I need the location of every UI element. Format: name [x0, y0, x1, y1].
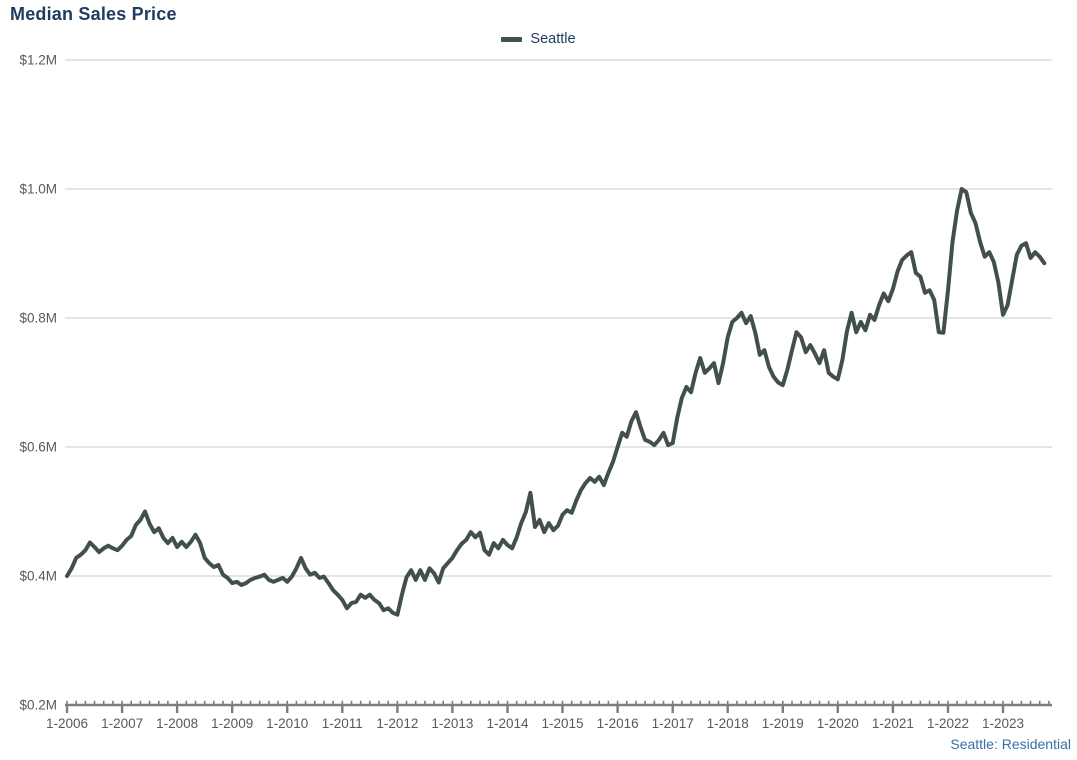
x-tick-label: 1-2012: [376, 716, 418, 731]
seattle-series-line[interactable]: [65, 187, 1047, 617]
x-tick-label: 1-2010: [266, 716, 308, 731]
x-tick-label: 1-2007: [101, 716, 143, 731]
source-label[interactable]: Seattle: Residential: [950, 736, 1071, 752]
x-tick-label: 1-2006: [46, 716, 88, 731]
x-tick-label: 1-2021: [872, 716, 914, 731]
x-tick-label: 1-2017: [652, 716, 694, 731]
x-tick-label: 1-2016: [597, 716, 639, 731]
chart-title: Median Sales Price: [10, 4, 177, 24]
x-tick-label: 1-2013: [431, 716, 473, 731]
x-tick-label: 1-2015: [541, 716, 583, 731]
x-tick-label: 1-2023: [982, 716, 1024, 731]
x-tick-label: 1-2020: [817, 716, 859, 731]
y-tick-label: $0.2M: [19, 698, 57, 713]
y-tick-label: $0.4M: [19, 569, 57, 584]
x-tick-label: 1-2019: [762, 716, 804, 731]
y-tick-label: $0.6M: [19, 440, 57, 455]
x-tick-label: 1-2018: [707, 716, 749, 731]
y-tick-label: $0.8M: [19, 311, 57, 326]
x-tick-label: 1-2011: [322, 716, 363, 731]
x-tick-label: 1-2022: [927, 716, 969, 731]
y-tick-label: $1.0M: [19, 182, 57, 197]
y-tick-label: $1.2M: [19, 53, 57, 68]
x-tick-label: 1-2014: [486, 716, 529, 731]
x-tick-label: 1-2008: [156, 716, 198, 731]
x-tick-label: 1-2009: [211, 716, 253, 731]
